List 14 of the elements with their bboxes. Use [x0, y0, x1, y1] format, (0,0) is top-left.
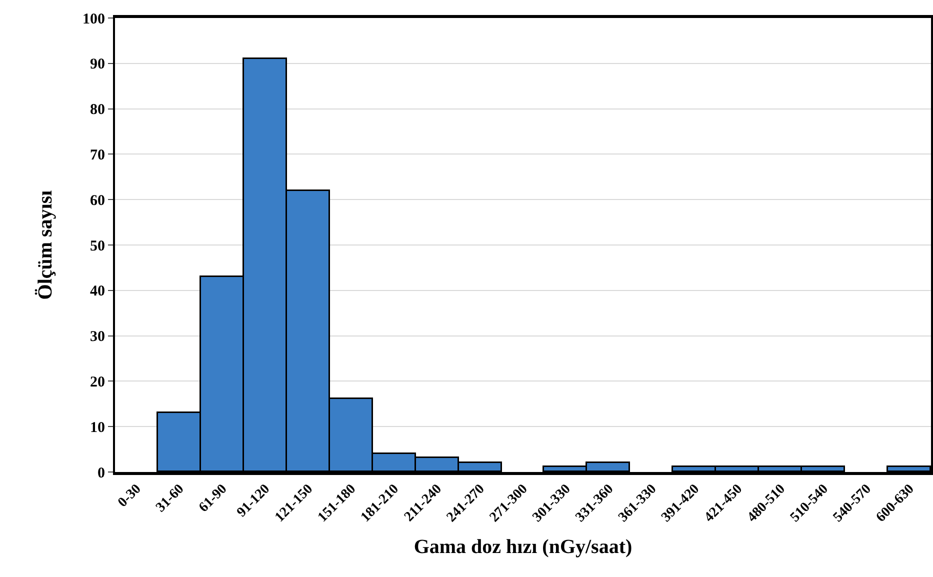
y-tick-label: 60: [90, 192, 105, 209]
y-tick-label: 20: [90, 374, 105, 390]
y-tick-label: 90: [90, 56, 105, 73]
x-tick-label: 0-30: [115, 482, 144, 510]
y-tick-label: 30: [90, 329, 105, 346]
y-tick-label: 0: [98, 465, 105, 482]
y-tick-label: 50: [90, 238, 105, 254]
y-tick-label: 70: [90, 147, 105, 164]
y-tick-label: 80: [90, 102, 105, 118]
x-axis-title: Gama doz hızı (nGy/saat): [414, 536, 632, 558]
y-tick-label: 40: [90, 284, 105, 300]
y-tick-label: 10: [90, 420, 105, 436]
y-tick-label: 100: [82, 11, 105, 28]
y-axis-title: Ölçüm sayısı: [34, 190, 56, 300]
